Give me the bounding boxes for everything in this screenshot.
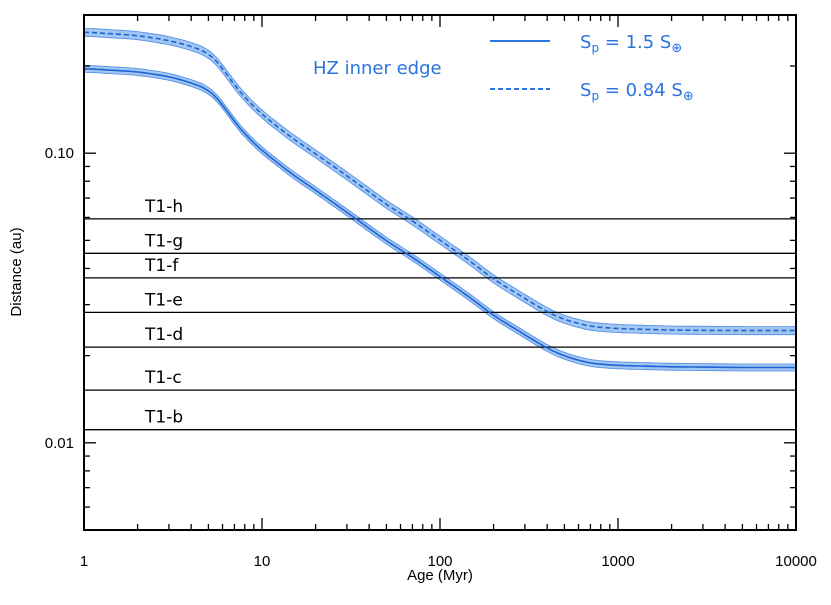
planet-label-t1-d: T1-d <box>144 325 183 345</box>
y-tick-label-0.01: 0.01 <box>45 435 74 452</box>
tick-labels: 1 10 100 1000 10000 0.01 0.10 <box>45 145 817 570</box>
legend-solid-label: Sp = 1.5 S⊕ <box>580 32 682 56</box>
hz-inner-edge-annotation: HZ inner edge <box>313 58 442 79</box>
series-lines <box>83 31 796 369</box>
series-band-lower-edge-1 <box>83 36 796 336</box>
series-line-dashed <box>83 31 796 332</box>
planet-label-t1-b: T1-b <box>144 408 183 428</box>
y-axis-label: Distance (au) <box>8 227 25 316</box>
series-line-solid <box>83 68 796 369</box>
x-tick-label-1000: 1000 <box>601 553 634 570</box>
legend-dashed-earth-icon: ⊕ <box>683 89 694 104</box>
planet-label-t1-g: T1-g <box>144 231 183 251</box>
hz-bands <box>83 27 796 372</box>
legend-solid-rest: = 1.5 S <box>599 32 671 53</box>
x-tick-label-1: 1 <box>80 553 88 570</box>
planet-label-t1-e: T1-e <box>144 290 183 310</box>
plot-frame <box>83 14 797 531</box>
legend-solid-earth-icon: ⊕ <box>671 41 682 56</box>
planet-label-t1-c: T1-c <box>144 368 182 388</box>
legend-solid-sub: p <box>591 41 599 55</box>
series-band-upper-edge-0 <box>83 64 796 365</box>
legend: Sp = 1.5 S⊕ Sp = 0.84 S⊕ <box>490 32 694 104</box>
x-tick-label-10000: 10000 <box>775 553 817 570</box>
series-band-0 <box>84 65 796 372</box>
series-band-upper-edge-1 <box>83 27 796 327</box>
planet-lines: T1-b T1-c T1-d T1-e T1-f T1-g T1-h <box>84 197 796 431</box>
x-tick-label-100: 100 <box>427 553 452 570</box>
x-tick-label-10: 10 <box>254 553 271 570</box>
x-axis-label: Age (Myr) <box>407 567 473 584</box>
legend-dashed-rest: = 0.84 S <box>599 80 683 101</box>
legend-dashed-s: S <box>580 80 591 101</box>
y-tick-label-0.10: 0.10 <box>45 145 74 162</box>
series-band-lower-edge-0 <box>83 71 796 372</box>
planet-label-t1-f: T1-f <box>144 256 179 276</box>
legend-dashed-sub: p <box>591 89 599 103</box>
planet-label-t1-h: T1-h <box>144 197 183 217</box>
legend-solid-s: S <box>580 32 591 53</box>
legend-dashed-label: Sp = 0.84 S⊕ <box>580 80 694 104</box>
